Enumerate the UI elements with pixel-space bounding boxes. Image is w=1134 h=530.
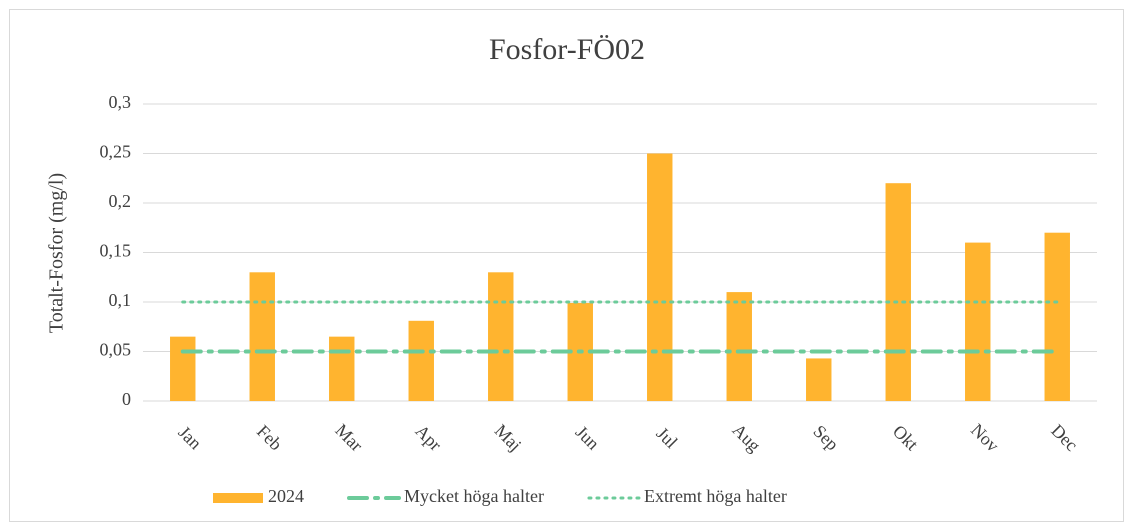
bar — [408, 320, 434, 401]
bar — [647, 153, 673, 401]
legend-label: 2024 — [268, 486, 304, 506]
y-tick-label: 0,15 — [100, 241, 132, 261]
legend-swatch — [213, 493, 263, 503]
y-tick-label: 0,25 — [100, 142, 132, 162]
y-tick-label: 0,1 — [109, 290, 132, 310]
bar — [1044, 232, 1070, 401]
bar — [329, 336, 355, 401]
y-tick-label: 0 — [122, 389, 131, 409]
y-tick-label: 0,3 — [109, 92, 132, 112]
chart-title: Fosfor-FÖ02 — [489, 33, 645, 66]
bar — [806, 358, 832, 401]
bar — [965, 242, 991, 401]
chart-frame — [9, 9, 1124, 522]
y-tick-label: 0,2 — [109, 191, 132, 211]
bar — [249, 272, 275, 401]
legend-label: Mycket höga halter — [404, 486, 544, 506]
bar — [488, 272, 514, 401]
bar — [726, 292, 752, 401]
bar — [885, 183, 911, 401]
y-tick-label: 0,05 — [100, 340, 132, 360]
bar — [170, 336, 196, 401]
legend-label: Extremt höga halter — [644, 486, 787, 506]
y-axis-label: Totalt-Fosfor (mg/l) — [46, 173, 68, 333]
